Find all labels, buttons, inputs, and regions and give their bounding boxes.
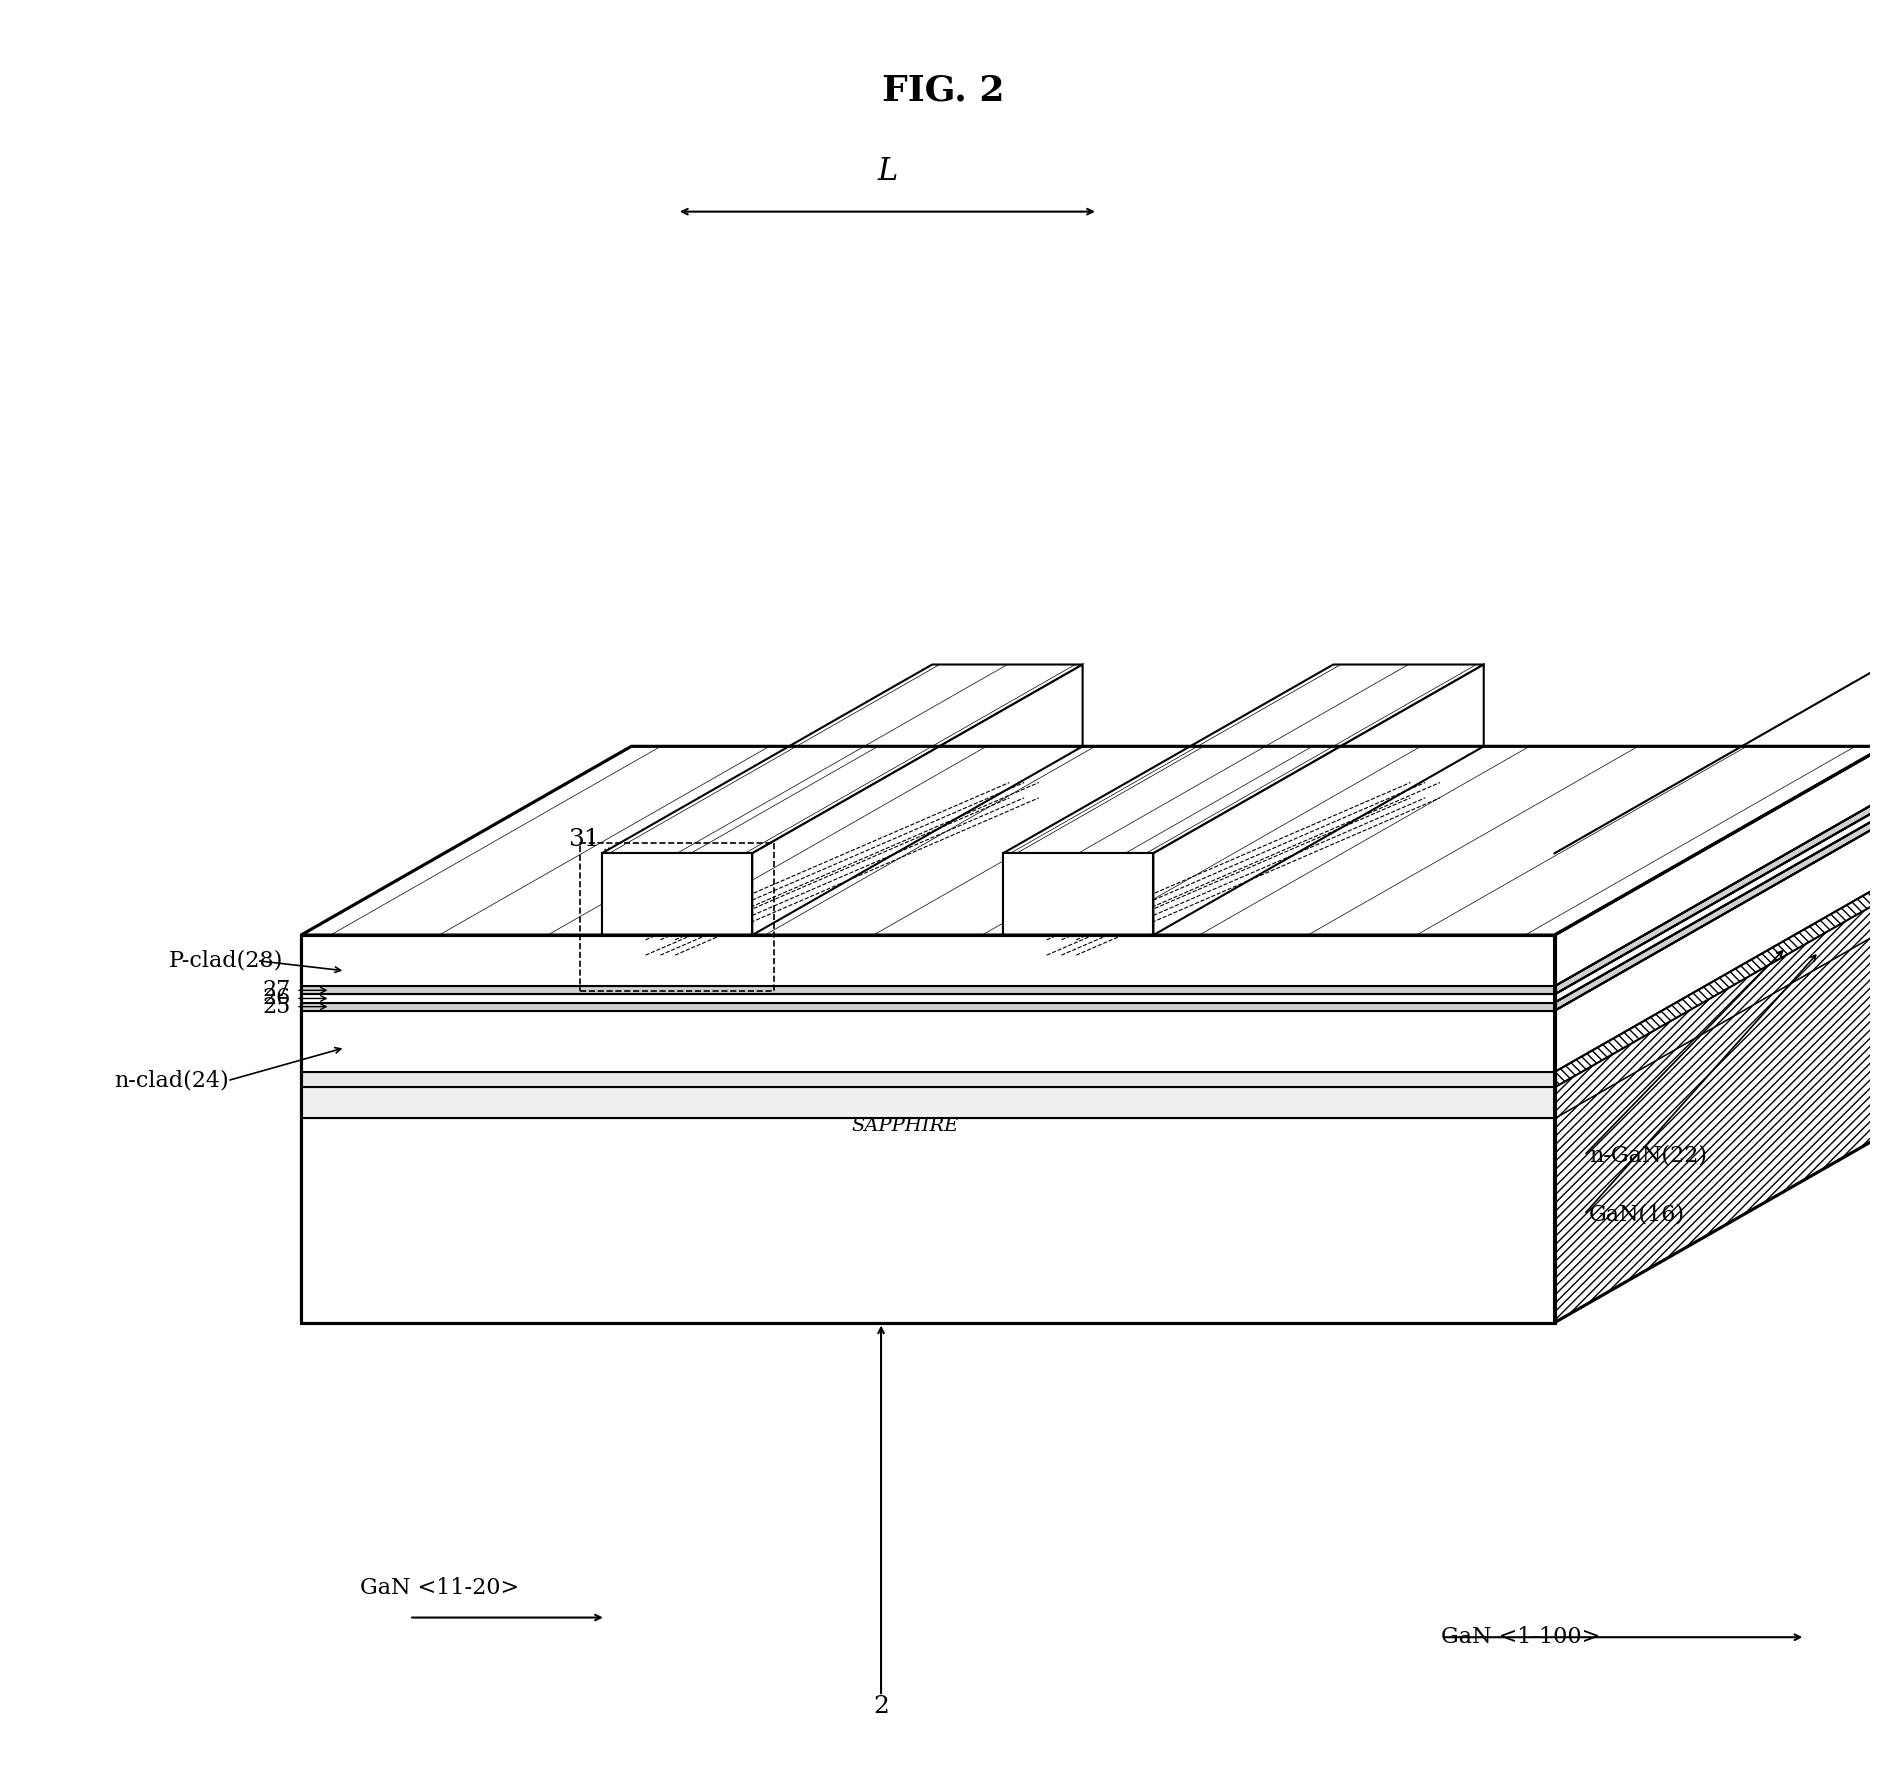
Text: 26: 26 (262, 987, 290, 1009)
Polygon shape (1554, 884, 1884, 1087)
Polygon shape (302, 797, 1884, 985)
Polygon shape (302, 884, 1884, 1073)
Polygon shape (302, 1010, 1554, 1073)
Polygon shape (302, 936, 1554, 985)
Text: GaN <11-20>: GaN <11-20> (360, 1577, 519, 1598)
Polygon shape (1554, 898, 1884, 1117)
Text: n-clad(24): n-clad(24) (115, 1069, 228, 1092)
Polygon shape (302, 805, 1884, 994)
Polygon shape (753, 665, 1083, 936)
Polygon shape (1554, 805, 1884, 1003)
Polygon shape (302, 1087, 1554, 1117)
Text: FIG. 2: FIG. 2 (883, 75, 1003, 109)
Polygon shape (302, 985, 1554, 994)
Polygon shape (302, 1003, 1554, 1010)
Polygon shape (1554, 814, 1884, 1010)
Polygon shape (302, 1073, 1554, 1087)
Text: GaN <1-100>: GaN <1-100> (1441, 1627, 1601, 1648)
Polygon shape (602, 854, 753, 936)
Text: 27: 27 (262, 980, 290, 1001)
Text: P-clad(28): P-clad(28) (168, 950, 283, 971)
Polygon shape (302, 814, 1884, 1003)
Polygon shape (302, 898, 1884, 1087)
Text: n-GaN(22): n-GaN(22) (1588, 1144, 1707, 1167)
Text: L: L (877, 157, 898, 187)
Polygon shape (302, 747, 1884, 936)
Polygon shape (1554, 884, 1884, 1087)
Polygon shape (302, 822, 1884, 1010)
Polygon shape (302, 994, 1554, 1003)
Polygon shape (1554, 747, 1884, 985)
Polygon shape (602, 854, 753, 936)
Polygon shape (1554, 822, 1884, 1073)
Polygon shape (1003, 854, 1154, 936)
Polygon shape (1154, 665, 1484, 936)
Text: GaN(16): GaN(16) (1588, 1203, 1684, 1226)
Text: 2: 2 (873, 1695, 888, 1718)
Polygon shape (302, 1117, 1554, 1322)
Polygon shape (1003, 665, 1484, 854)
Polygon shape (1554, 898, 1884, 1117)
Text: 25: 25 (262, 996, 290, 1018)
Text: SAPPHIRE: SAPPHIRE (851, 1117, 958, 1135)
Polygon shape (1554, 797, 1884, 994)
Polygon shape (1003, 854, 1154, 936)
Polygon shape (302, 930, 1884, 1117)
Text: 31: 31 (568, 829, 600, 852)
Polygon shape (1554, 930, 1884, 1322)
Polygon shape (602, 665, 1083, 854)
